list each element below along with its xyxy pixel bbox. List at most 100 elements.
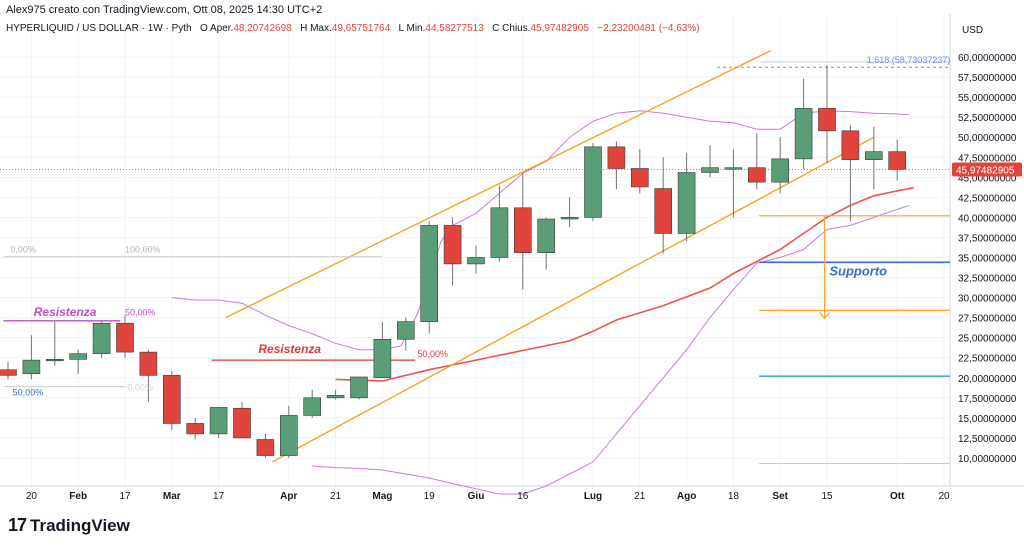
price-tick: 32,50000000	[958, 274, 1017, 285]
candle-down[interactable]	[841, 130, 860, 160]
fib-label: 0,00%	[127, 383, 153, 393]
candle-down[interactable]	[163, 375, 181, 424]
candle-up[interactable]	[373, 338, 392, 379]
chart-labels: 0,00% 100,00% 50,00% 50,00% 0,00% 50,00% Resis…	[10, 55, 950, 397]
time-tick: Apr	[280, 491, 297, 502]
channel-upper-line	[225, 49, 772, 319]
candle-up[interactable]	[396, 321, 415, 340]
candle-up[interactable]	[350, 376, 368, 399]
price-tick: 20,00000000	[958, 374, 1017, 385]
price-tick: 57,50000000	[958, 73, 1017, 84]
symbol-name[interactable]: HYPERLIQUID / US DOLLAR · 1W · Pyth	[6, 23, 192, 34]
candle-down[interactable]	[0, 369, 17, 376]
open-label: O	[199, 23, 208, 34]
lower-band-line	[312, 204, 910, 495]
close-prefix: Chius.	[502, 23, 531, 34]
time-tick: 19	[424, 491, 436, 502]
currency-label: USD	[962, 25, 983, 36]
fib-label: 50,00%	[418, 349, 449, 359]
price-tick: 52,50000000	[958, 113, 1017, 124]
candle-down[interactable]	[233, 407, 251, 439]
candle-down[interactable]	[888, 151, 907, 170]
channel-lower-line	[272, 136, 875, 463]
last-price-badge	[952, 162, 1022, 177]
candle-up[interactable]	[326, 395, 345, 399]
time-tick: Ago	[677, 491, 696, 502]
candle-up[interactable]	[677, 172, 696, 234]
time-tick: 21	[330, 491, 342, 502]
candle-down[interactable]	[818, 108, 836, 132]
candle-down[interactable]	[256, 439, 275, 456]
upper-band-line	[171, 110, 909, 351]
tradingview-logo-icon: 17	[8, 515, 27, 535]
low-value: 44,58277513	[425, 23, 484, 34]
time-tick: Feb	[69, 491, 87, 502]
price-tick: 42,50000000	[958, 193, 1017, 204]
candle-up[interactable]	[701, 167, 719, 173]
candle-down[interactable]	[116, 322, 134, 353]
time-tick: 20	[938, 491, 950, 502]
price-tick: 40,00000000	[958, 213, 1017, 224]
time-tick: 20	[26, 491, 38, 502]
time-tick: Giu	[468, 491, 485, 502]
open-prefix: Aper.	[209, 23, 234, 34]
candle-up[interactable]	[209, 407, 228, 435]
resistance-label-red: Resistenza	[258, 342, 321, 356]
candle-up[interactable]	[69, 353, 87, 360]
candles	[0, 65, 907, 458]
price-tick: 55,00000000	[958, 93, 1017, 104]
candle-up[interactable]	[22, 359, 41, 375]
price-tick: 50,00000000	[958, 133, 1017, 144]
candle-down[interactable]	[513, 207, 532, 253]
candle-down[interactable]	[607, 146, 626, 169]
candle-up[interactable]	[537, 218, 556, 253]
candle-down[interactable]	[186, 423, 204, 435]
candle-up[interactable]	[864, 151, 883, 160]
candle-up[interactable]	[794, 108, 813, 160]
fib-label: 0,00%	[10, 245, 36, 255]
candle-up[interactable]	[45, 359, 64, 362]
candle-down[interactable]	[654, 188, 673, 234]
candle-up[interactable]	[279, 415, 298, 456]
high-value: 49,65751764	[331, 23, 391, 34]
candle-down[interactable]	[443, 225, 462, 265]
price-tick: 15,00000000	[958, 414, 1017, 425]
price-tick: 27,50000000	[958, 314, 1017, 325]
tradingview-logo[interactable]: 17 TradingView	[8, 515, 130, 536]
candle-up[interactable]	[771, 158, 790, 183]
candle-down[interactable]	[747, 167, 766, 183]
close-value: 45,97482905	[530, 23, 589, 34]
time-tick: Mag	[372, 491, 392, 502]
price-tick: 12,50000000	[958, 434, 1017, 445]
candle-up[interactable]	[467, 257, 485, 265]
resistance-label-purple: Resistenza	[34, 305, 97, 319]
candle-down[interactable]	[630, 168, 649, 188]
price-axis[interactable]: USD 10,00000000 12,50000000 15,00000000 17,5…	[952, 25, 1022, 465]
price-tick: 47,50000000	[958, 153, 1017, 164]
candle-up[interactable]	[490, 207, 509, 258]
high-prefix: Max.	[310, 23, 332, 34]
grid	[0, 14, 1024, 487]
candle-up[interactable]	[420, 225, 439, 322]
fib-label: 50,00%	[125, 307, 156, 317]
symbol-info: HYPERLIQUID / US DOLLAR · 1W · Pyth O Ap…	[6, 23, 700, 34]
change-value: −2,23200481 (−4,63%)	[597, 23, 700, 34]
time-tick: Ott	[890, 491, 905, 502]
support-label: Supporto	[829, 263, 887, 278]
author-line: Alex975 creato con TradingView.com, Ott …	[6, 4, 323, 16]
candle-up[interactable]	[724, 167, 743, 170]
candle-up[interactable]	[584, 146, 602, 218]
candle-up[interactable]	[92, 322, 111, 355]
candle-up[interactable]	[303, 397, 322, 416]
close-label: C	[492, 23, 500, 34]
candle-up[interactable]	[560, 217, 579, 220]
time-tick: Lug	[584, 491, 602, 502]
time-tick: 15	[821, 491, 833, 502]
time-axis[interactable]: 20 Feb 17 Mar 17 Apr 21 Mag 19 Giu 16 Lug 21 Ago 18 Set…	[26, 491, 950, 502]
time-tick: 21	[634, 491, 646, 502]
open-value: 48,20742698	[233, 23, 292, 34]
candle-down[interactable]	[139, 351, 158, 376]
fib-label: 50,00%	[13, 387, 44, 397]
fib-target-label: 1,618 (58,73037237)	[867, 55, 951, 65]
